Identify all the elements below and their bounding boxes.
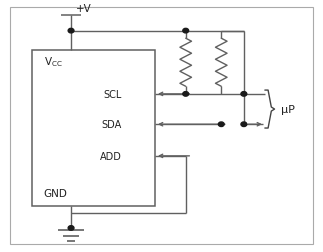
Bar [32, 50, 155, 207]
Circle shape [68, 226, 74, 230]
Circle shape [183, 29, 189, 34]
Circle shape [68, 29, 74, 34]
Circle shape [241, 92, 247, 97]
Text: +V: +V [76, 4, 92, 14]
Text: V$_{\mathregular{CC}}$: V$_{\mathregular{CC}}$ [44, 55, 62, 69]
Text: GND: GND [44, 188, 68, 198]
Circle shape [241, 122, 247, 127]
Text: μP: μP [281, 105, 295, 115]
Text: SCL: SCL [104, 89, 122, 100]
Text: ADD: ADD [100, 151, 122, 161]
Circle shape [218, 122, 224, 127]
Text: SDA: SDA [102, 120, 122, 130]
Circle shape [183, 92, 189, 97]
